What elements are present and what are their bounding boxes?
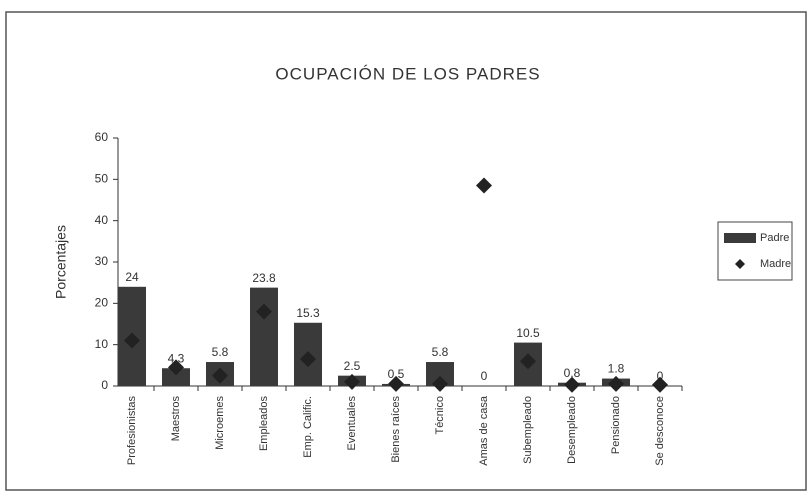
diamond-marker xyxy=(124,332,140,349)
diamond-marker xyxy=(432,375,448,392)
x-tick-label: Subempleado xyxy=(522,396,534,464)
diamond-marker xyxy=(168,359,184,376)
y-tick-label: 10 xyxy=(95,337,109,351)
data-label: 5.8 xyxy=(212,345,229,359)
x-tick-label: Emp. Calific. xyxy=(302,396,314,458)
data-label: 15.3 xyxy=(296,306,320,320)
x-tick-label: Bienes raíces xyxy=(390,396,402,463)
y-tick-label: 30 xyxy=(95,254,109,268)
y-tick-label: 0 xyxy=(101,378,108,392)
diamond-marker xyxy=(476,177,492,194)
x-tick-label: Empleados xyxy=(258,396,270,452)
y-tick-label: 60 xyxy=(95,130,109,144)
diamond-marker xyxy=(344,373,360,390)
legend-box xyxy=(717,221,793,281)
x-tick-label: Técnico xyxy=(434,396,446,435)
diamond-marker xyxy=(212,367,228,384)
x-tick-label: Pensionado xyxy=(610,396,622,454)
data-label: 10.5 xyxy=(516,326,540,340)
y-tick-label: 40 xyxy=(95,213,109,227)
diamond-marker xyxy=(520,353,536,370)
legend-swatch xyxy=(735,259,745,269)
bar xyxy=(162,368,190,386)
x-tick-label: Profesionistas xyxy=(126,396,138,466)
diamond-marker xyxy=(388,375,404,392)
y-tick-label: 50 xyxy=(95,172,109,186)
x-tick-label: Amas de casa xyxy=(478,395,490,466)
diamond-marker xyxy=(256,303,272,320)
legend-label: Madre xyxy=(760,258,791,270)
x-tick-label: Eventuales xyxy=(346,396,358,451)
data-label: 4.3 xyxy=(168,351,185,365)
bar xyxy=(426,362,454,386)
legend-swatch xyxy=(724,233,756,243)
y-axis-label: Porcentajes xyxy=(53,225,69,299)
x-tick-label: Maestros xyxy=(170,396,182,442)
data-label: 0.8 xyxy=(564,366,581,380)
data-label: 0.5 xyxy=(388,367,405,381)
data-label: 0 xyxy=(481,369,488,383)
frame xyxy=(5,11,807,491)
legend-label: Padre xyxy=(760,232,789,244)
x-tick-label: Microemes xyxy=(214,396,226,450)
diamond-marker xyxy=(652,376,668,393)
data-label: 2.5 xyxy=(344,359,361,373)
y-tick-label: 20 xyxy=(95,296,109,310)
bar xyxy=(250,287,278,386)
data-label: 23.8 xyxy=(252,271,276,285)
x-tick-label: Desempleado xyxy=(566,396,578,464)
diamond-marker xyxy=(564,376,580,393)
chart-title: OCUPACIÓN DE LOS PADRES xyxy=(275,64,540,83)
diamond-marker xyxy=(608,375,624,392)
data-label: 1.8 xyxy=(608,362,625,376)
diamond-marker xyxy=(300,351,316,368)
data-label: 24 xyxy=(125,270,139,284)
data-label: 0 xyxy=(657,369,664,383)
data-label: 5.8 xyxy=(432,345,449,359)
x-tick-label: Se desconoce xyxy=(654,396,666,466)
